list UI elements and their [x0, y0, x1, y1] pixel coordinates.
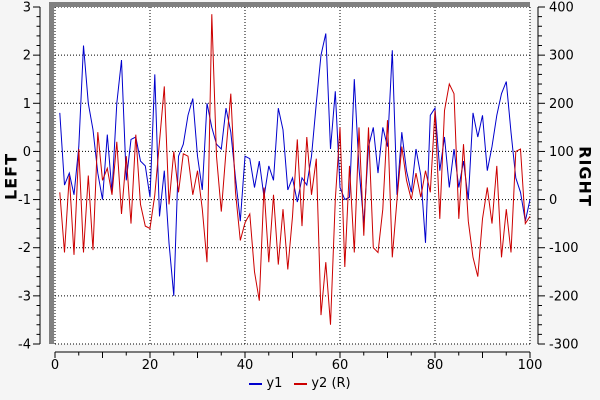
plot-border-left: [49, 2, 54, 344]
right-tick-label: -200: [549, 289, 579, 304]
y1-line-swatch: [249, 383, 263, 385]
legend-item-y1: y1: [249, 377, 282, 391]
left-tick-label: -2: [18, 241, 31, 256]
right-tick-label: 400: [549, 1, 574, 16]
left-tick-label: 3: [23, 1, 31, 16]
left-tick-label: 2: [23, 49, 31, 64]
y2-line-swatch: [294, 383, 308, 385]
legend-item-y2: y2 (R): [294, 376, 351, 391]
right-axis-title: RIGHT: [575, 146, 595, 207]
right-tick-label: 200: [549, 97, 574, 112]
right-tick-label: 100: [549, 145, 574, 160]
x-tick-label: 80: [427, 358, 444, 373]
left-tick-label: -1: [18, 193, 31, 208]
series-y1-line: [59, 33, 531, 296]
right-tick-label: 300: [549, 49, 574, 64]
left-axis-title: LEFT: [1, 153, 21, 200]
right-tick-label: -300: [549, 338, 579, 353]
series-y2-line: [59, 14, 531, 325]
left-tick-label: 0: [23, 145, 31, 160]
x-tick-label: 100: [518, 358, 543, 373]
legend: y1 y2 (R): [0, 377, 600, 391]
plot-border-top: [49, 2, 530, 7]
x-tick-label: 40: [237, 358, 254, 373]
legend-label-y1: y1: [266, 376, 283, 391]
left-tick-label: -4: [18, 338, 31, 353]
right-tick-label: -100: [549, 241, 579, 256]
legend-label-y2: y2 (R): [311, 376, 351, 391]
right-tick-label: 0: [549, 193, 557, 208]
x-tick-label: 0: [51, 358, 59, 373]
left-tick-label: -3: [18, 289, 31, 304]
left-tick-label: 1: [23, 97, 31, 112]
x-tick-label: 20: [142, 358, 159, 373]
x-tick-label: 60: [332, 358, 349, 373]
